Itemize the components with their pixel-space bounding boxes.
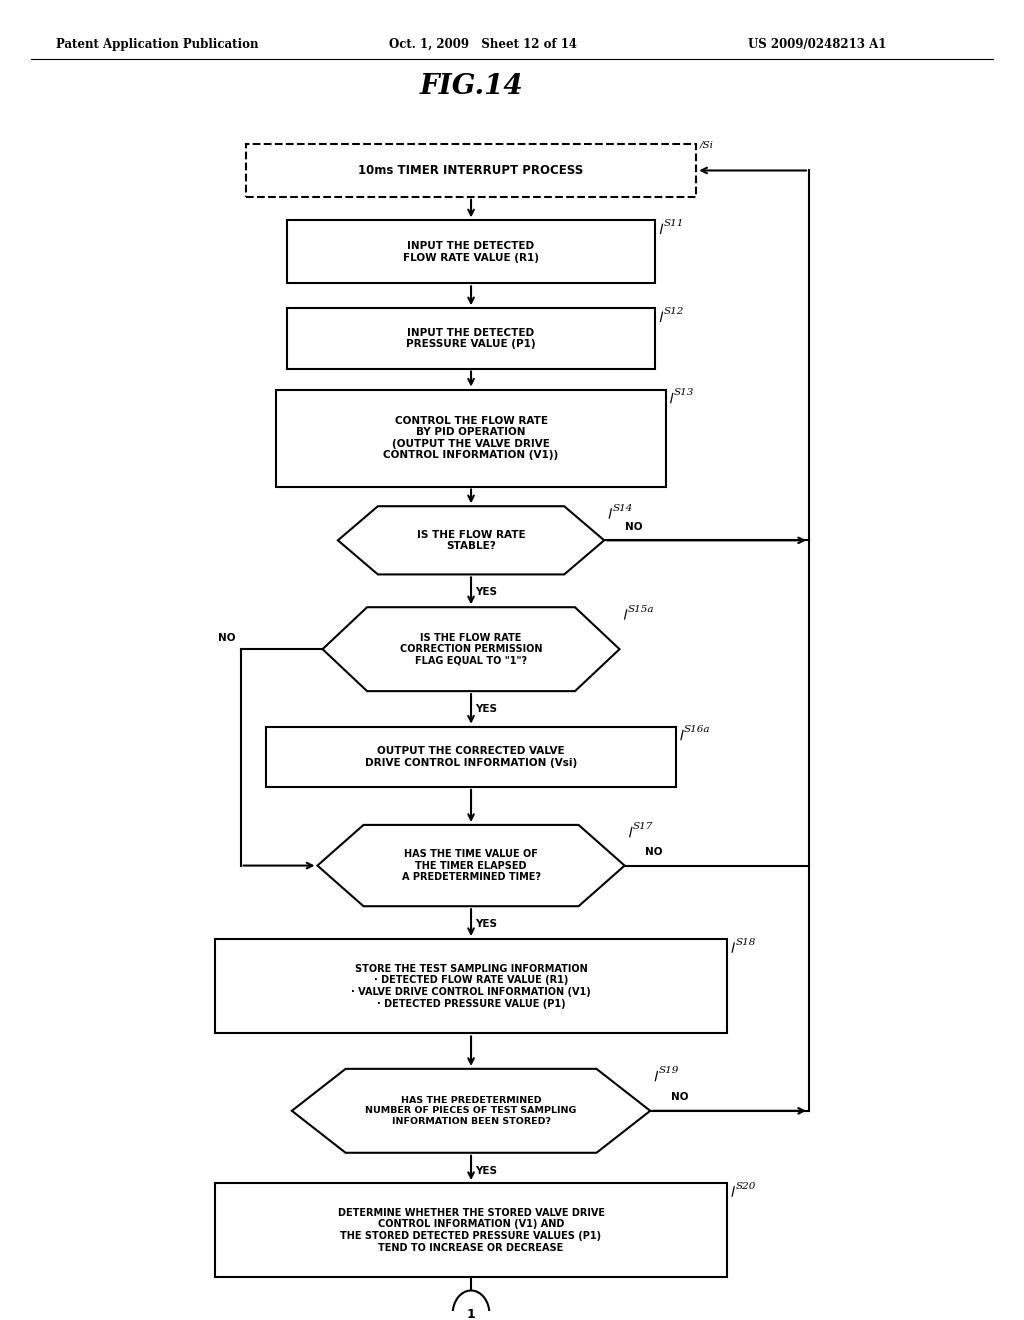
Text: NO: NO xyxy=(625,521,642,532)
Polygon shape xyxy=(323,607,620,692)
Bar xyxy=(276,389,666,487)
Text: IS THE FLOW RATE
STABLE?: IS THE FLOW RATE STABLE? xyxy=(417,529,525,552)
Polygon shape xyxy=(338,507,604,574)
Bar xyxy=(215,1183,727,1278)
Text: S18: S18 xyxy=(735,939,756,946)
Bar xyxy=(266,726,676,787)
Text: US 2009/0248213 A1: US 2009/0248213 A1 xyxy=(748,38,886,51)
Text: IS THE FLOW RATE
CORRECTION PERMISSION
FLAG EQUAL TO "1"?: IS THE FLOW RATE CORRECTION PERMISSION F… xyxy=(399,632,543,665)
Text: Patent Application Publication: Patent Application Publication xyxy=(56,38,259,51)
Text: S14: S14 xyxy=(612,504,633,512)
Bar xyxy=(215,939,727,1034)
Polygon shape xyxy=(292,1069,650,1152)
Text: S15a: S15a xyxy=(628,605,654,614)
Text: S12: S12 xyxy=(664,308,684,315)
Bar xyxy=(287,308,655,368)
Text: /Si: /Si xyxy=(699,140,714,149)
Text: Oct. 1, 2009   Sheet 12 of 14: Oct. 1, 2009 Sheet 12 of 14 xyxy=(389,38,578,51)
Text: S17: S17 xyxy=(633,822,653,832)
Text: YES: YES xyxy=(475,587,498,598)
Text: NO: NO xyxy=(671,1093,688,1102)
Text: INPUT THE DETECTED
PRESSURE VALUE (P1): INPUT THE DETECTED PRESSURE VALUE (P1) xyxy=(407,327,536,350)
Text: S16a: S16a xyxy=(684,726,711,734)
Bar xyxy=(287,220,655,284)
Text: NO: NO xyxy=(218,634,236,643)
Text: FIG.14: FIG.14 xyxy=(419,73,523,100)
Text: S11: S11 xyxy=(664,219,684,228)
Text: DETERMINE WHETHER THE STORED VALVE DRIVE
CONTROL INFORMATION (V1) AND
THE STORED: DETERMINE WHETHER THE STORED VALVE DRIVE… xyxy=(338,1208,604,1253)
Text: 1: 1 xyxy=(467,1308,475,1320)
Text: NO: NO xyxy=(645,847,663,857)
Text: S20: S20 xyxy=(735,1181,756,1191)
Text: HAS THE PREDETERMINED
NUMBER OF PIECES OF TEST SAMPLING
INFORMATION BEEN STORED?: HAS THE PREDETERMINED NUMBER OF PIECES O… xyxy=(366,1096,577,1126)
Text: 10ms TIMER INTERRUPT PROCESS: 10ms TIMER INTERRUPT PROCESS xyxy=(358,164,584,177)
Text: YES: YES xyxy=(475,919,498,929)
Text: OUTPUT THE CORRECTED VALVE
DRIVE CONTROL INFORMATION (Vsi): OUTPUT THE CORRECTED VALVE DRIVE CONTROL… xyxy=(365,746,578,767)
Text: HAS THE TIME VALUE OF
THE TIMER ELAPSED
A PREDETERMINED TIME?: HAS THE TIME VALUE OF THE TIMER ELAPSED … xyxy=(401,849,541,882)
Text: YES: YES xyxy=(475,1166,498,1176)
Text: YES: YES xyxy=(475,704,498,714)
Text: INPUT THE DETECTED
FLOW RATE VALUE (R1): INPUT THE DETECTED FLOW RATE VALUE (R1) xyxy=(403,242,539,263)
Text: S13: S13 xyxy=(674,388,694,397)
Text: STORE THE TEST SAMPLING INFORMATION
· DETECTED FLOW RATE VALUE (R1)
· VALVE DRIV: STORE THE TEST SAMPLING INFORMATION · DE… xyxy=(351,964,591,1008)
Text: CONTROL THE FLOW RATE
BY PID OPERATION
(OUTPUT THE VALVE DRIVE
CONTROL INFORMATI: CONTROL THE FLOW RATE BY PID OPERATION (… xyxy=(383,416,559,461)
Polygon shape xyxy=(317,825,625,907)
Text: S19: S19 xyxy=(658,1067,679,1076)
Bar xyxy=(246,144,696,197)
